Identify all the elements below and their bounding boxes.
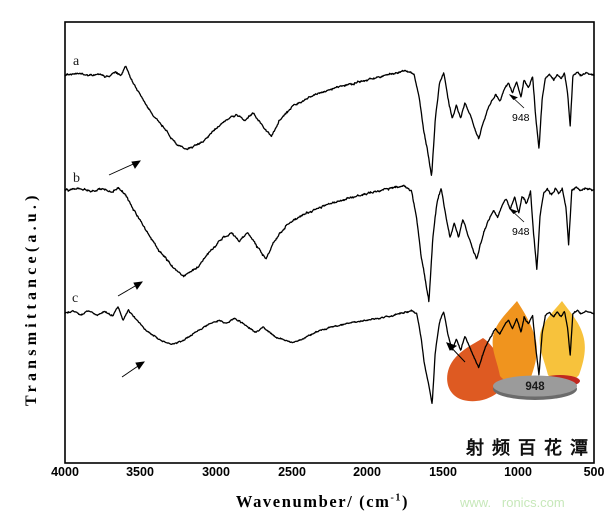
svg-text:948: 948	[525, 381, 545, 393]
